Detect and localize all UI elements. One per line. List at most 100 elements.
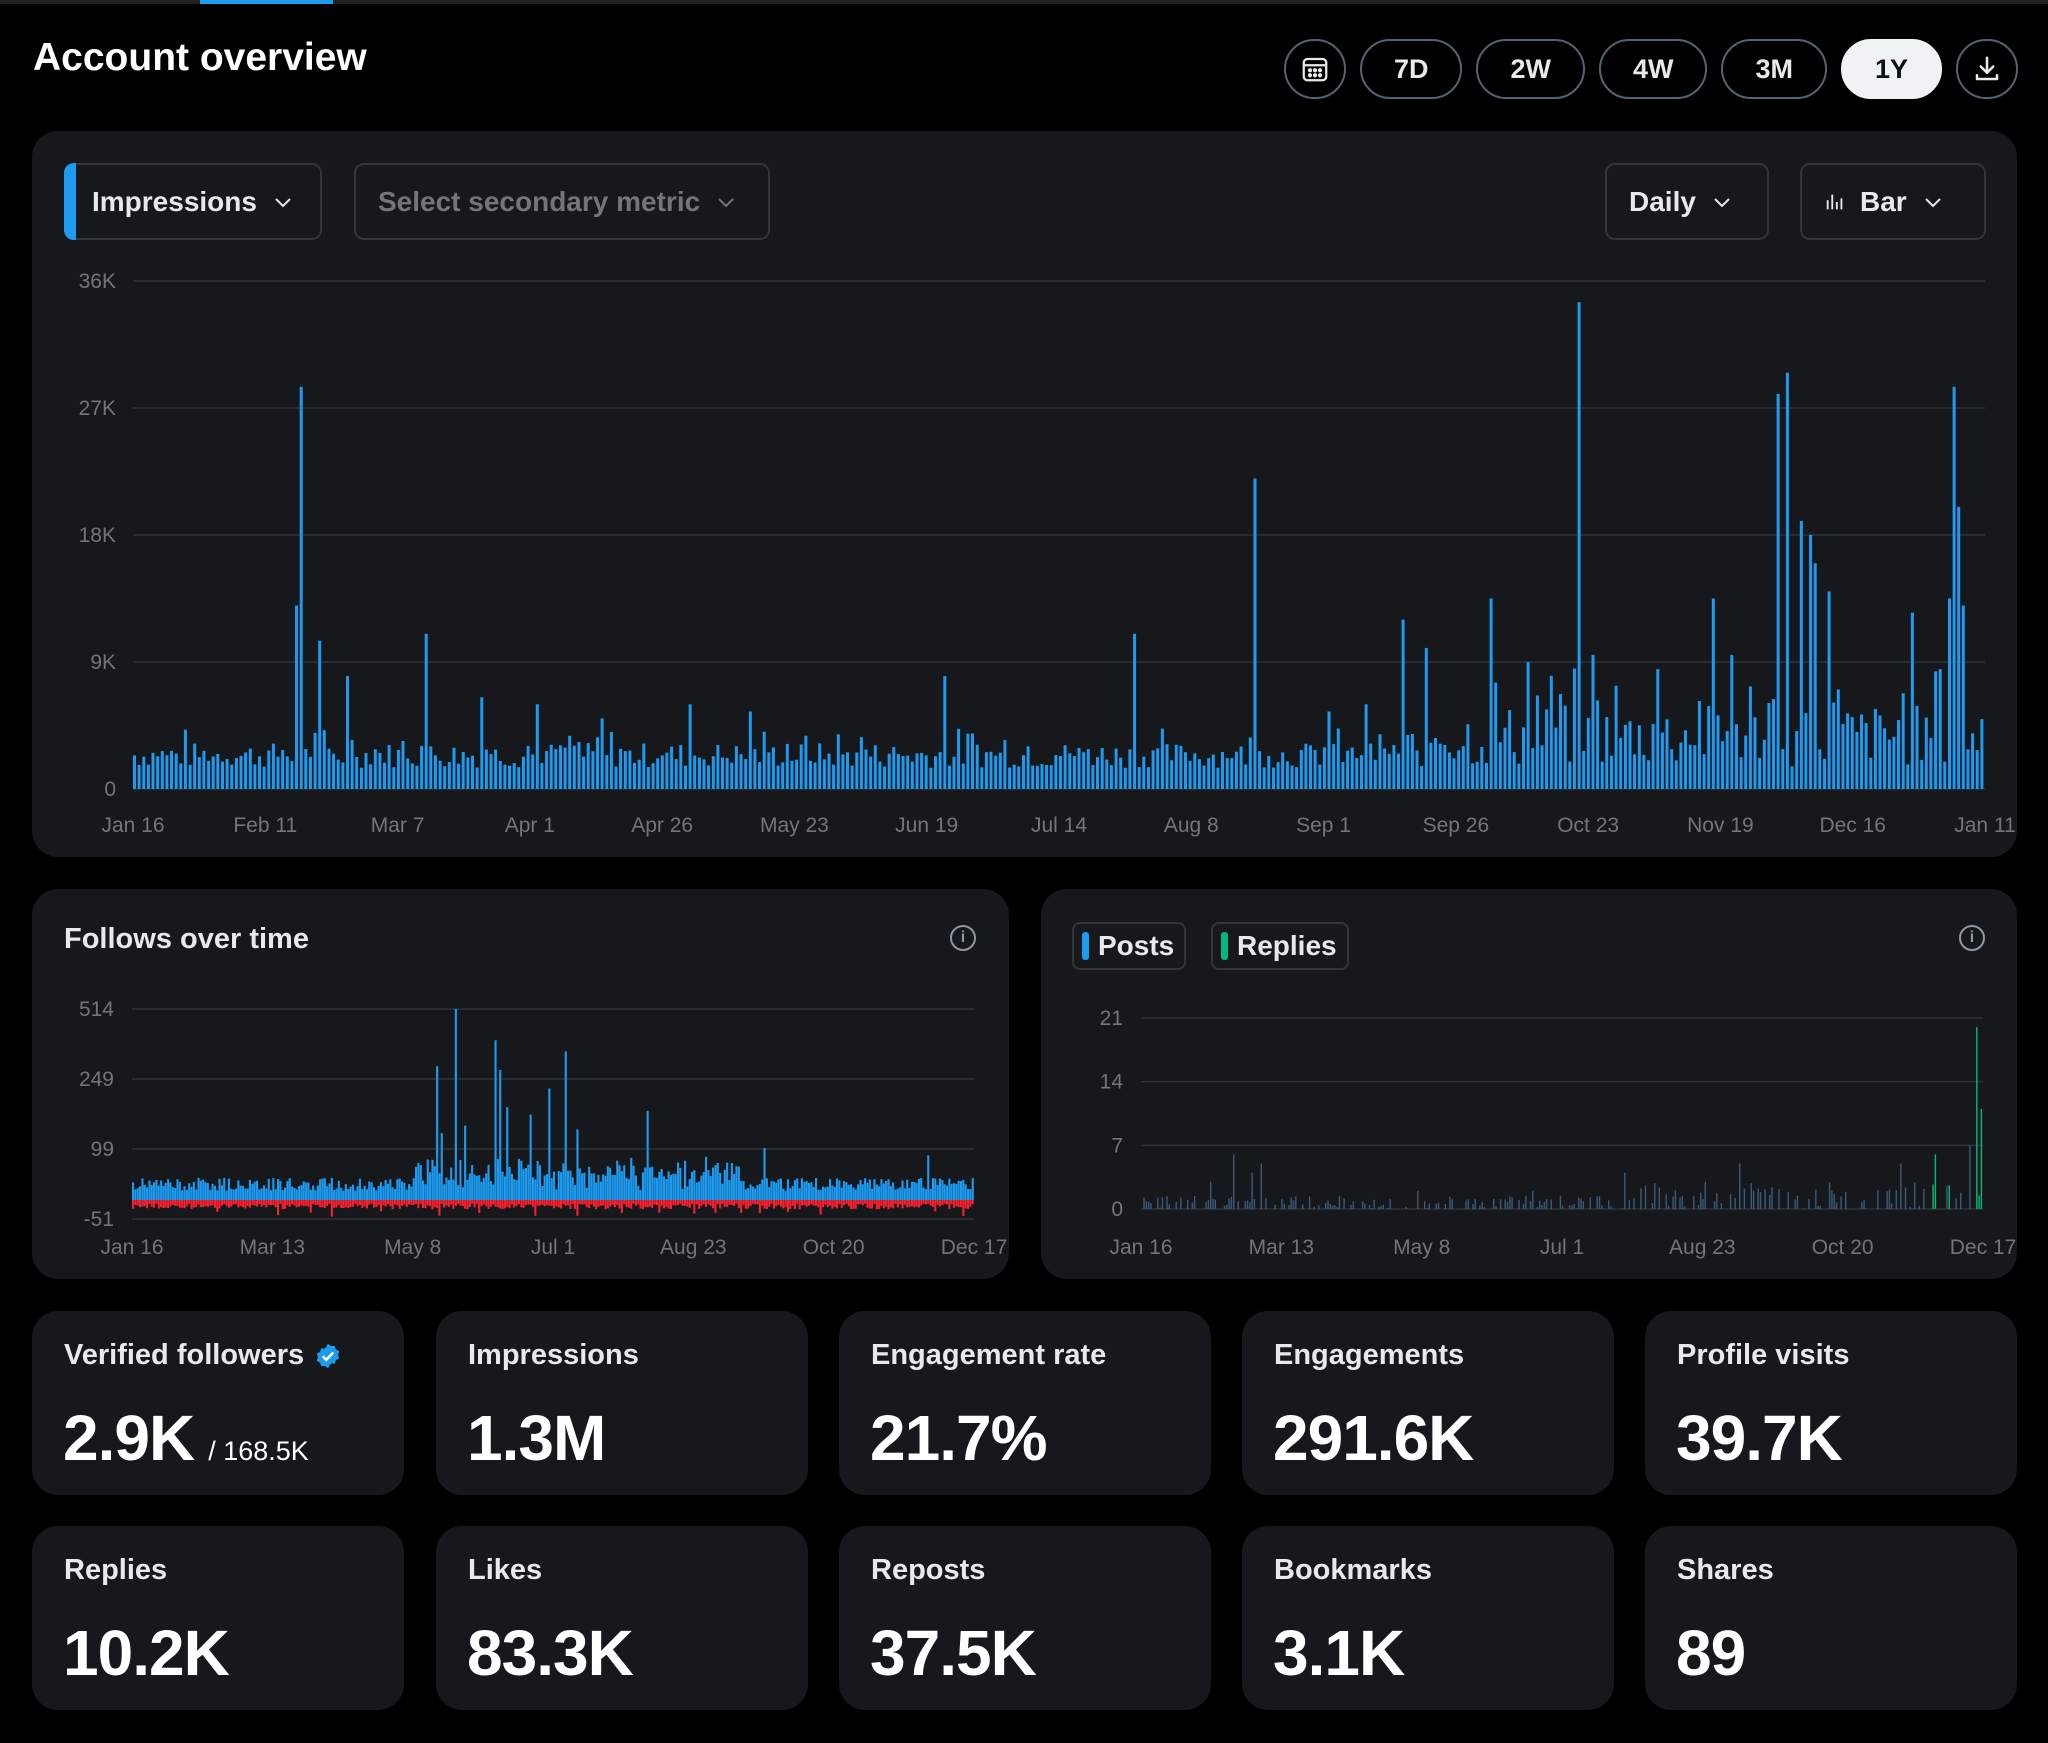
follow-bar (351, 1184, 354, 1201)
x-tick-label: Sep 1 (1296, 814, 1351, 837)
range-1y-button[interactable]: 1Y (1840, 39, 1942, 99)
y-tick-label: 249 (79, 1068, 114, 1091)
impressions-bar (1943, 761, 1947, 789)
impressions-bar (1744, 735, 1748, 789)
x-tick-label: Oct 23 (1557, 814, 1619, 837)
impressions-bar (1767, 703, 1771, 789)
follow-bar (548, 1088, 551, 1200)
posts-bar (1147, 1201, 1150, 1209)
chart-type-dropdown[interactable]: Bar (1800, 163, 1986, 240)
stat-impressions[interactable]: Impressions 1.3M (436, 1311, 808, 1495)
follow-bar (492, 1184, 495, 1201)
follow-bar (178, 1181, 181, 1201)
impressions-bar (1142, 756, 1146, 789)
unfollow-bar (492, 1200, 495, 1205)
legend-replies[interactable]: Replies (1211, 922, 1349, 970)
impressions-bar (697, 757, 701, 789)
impressions-bar (771, 747, 775, 789)
download-button[interactable] (1956, 39, 2018, 99)
impressions-bar (1582, 751, 1586, 789)
stat-likes[interactable]: Likes 83.3K (436, 1526, 808, 1710)
x-tick-label: Oct 20 (803, 1236, 865, 1259)
unfollow-bar (822, 1200, 825, 1208)
stat-reposts[interactable]: Reposts 37.5K (839, 1526, 1211, 1710)
unfollow-bar (775, 1200, 778, 1207)
follow-bar (188, 1183, 191, 1200)
unfollow-bar (386, 1200, 389, 1205)
unfollow-bar (756, 1200, 759, 1205)
unfollow-bar (789, 1200, 792, 1209)
chevron-down-icon (718, 197, 734, 207)
impressions-bar (1346, 750, 1350, 789)
impressions-bar (887, 753, 891, 789)
posts-bar (1465, 1200, 1467, 1209)
posts-bar (1329, 1203, 1331, 1209)
follow-bar (246, 1188, 249, 1201)
impressions-bar (327, 748, 331, 789)
posts-bar (1672, 1196, 1674, 1209)
legend-posts[interactable]: Posts (1072, 922, 1187, 970)
stat-profile-visits[interactable]: Profile visits 39.7K (1645, 1311, 2017, 1495)
range-4w-button[interactable]: 4W (1598, 39, 1708, 99)
posts-bar (1428, 1203, 1430, 1209)
unfollow-bar (468, 1200, 471, 1207)
stat-shares[interactable]: Shares 89 (1645, 1526, 2017, 1710)
impressions-bar (540, 762, 544, 789)
stat-replies[interactable]: Replies 10.2K (32, 1526, 404, 1710)
stat-engagements[interactable]: Engagements 291.6K (1242, 1311, 1614, 1495)
follow-bar (960, 1181, 963, 1200)
unfollow-bar (447, 1200, 450, 1207)
unfollow-bar (899, 1200, 902, 1205)
posts-bar (1334, 1205, 1336, 1209)
stat-engagement-rate[interactable]: Engagement rate 21.7% (839, 1311, 1211, 1495)
stat-bookmarks[interactable]: Bookmarks 3.1K (1242, 1526, 1614, 1710)
posts-bar (1640, 1188, 1642, 1209)
unfollow-bar (246, 1200, 249, 1206)
impressions-bar (1975, 750, 1979, 789)
info-icon[interactable]: i (1959, 925, 1985, 951)
range-7d-button[interactable]: 7D (1359, 39, 1463, 99)
unfollow-bar (632, 1200, 635, 1204)
primary-metric-dropdown[interactable]: Impressions (64, 163, 322, 240)
follow-bar (251, 1183, 254, 1201)
unfollow-bar (300, 1200, 303, 1206)
range-2w-button[interactable]: 2W (1476, 39, 1585, 99)
unfollow-bar (557, 1200, 560, 1208)
impressions-bar (693, 755, 697, 789)
posts-bar (1729, 1194, 1732, 1209)
follow-bar (845, 1182, 848, 1200)
range-3m-button[interactable]: 3M (1721, 39, 1827, 99)
unfollow-bar (398, 1200, 401, 1209)
follow-bar (438, 1173, 441, 1201)
impressions-bar (216, 753, 220, 789)
impressions-bar (262, 766, 266, 789)
follow-bar (662, 1176, 665, 1200)
impressions-bar (1026, 746, 1030, 789)
calendar-button[interactable] (1283, 39, 1346, 99)
impressions-bar (1017, 766, 1021, 789)
impressions-bar (531, 754, 535, 789)
unfollow-bar (307, 1200, 310, 1207)
posts-bar (1833, 1194, 1835, 1209)
impressions-bar (1494, 682, 1498, 789)
info-icon[interactable]: i (950, 925, 976, 951)
impressions-bar (1461, 746, 1465, 789)
interval-dropdown[interactable]: Daily (1605, 163, 1769, 240)
x-tick-label: May 8 (1393, 1236, 1450, 1259)
unfollow-bar (548, 1200, 551, 1206)
impressions-bar (1147, 767, 1150, 789)
impressions-bar (197, 757, 201, 789)
follow-bar (520, 1160, 523, 1200)
impressions-bar (1174, 744, 1178, 789)
unfollow-bar (510, 1200, 513, 1205)
posts-bar (1575, 1208, 1578, 1209)
posts-bar (1444, 1204, 1447, 1209)
secondary-metric-dropdown[interactable]: Select secondary metric (354, 163, 770, 240)
unfollow-bar (183, 1200, 186, 1209)
stat-verified-followers[interactable]: Verified followers 2.9K / 168.5K (32, 1311, 404, 1495)
stat-value: 21.7% (870, 1402, 1047, 1474)
follow-bar (695, 1182, 698, 1200)
posts-replies-bar-chart: 0 7 14 21 Jan 16 Mar 13 May 8 Jul 1 Aug 23 Oct 20… (1100, 1007, 2017, 1259)
unfollow-bar (405, 1200, 408, 1207)
follow-bar (185, 1189, 188, 1200)
